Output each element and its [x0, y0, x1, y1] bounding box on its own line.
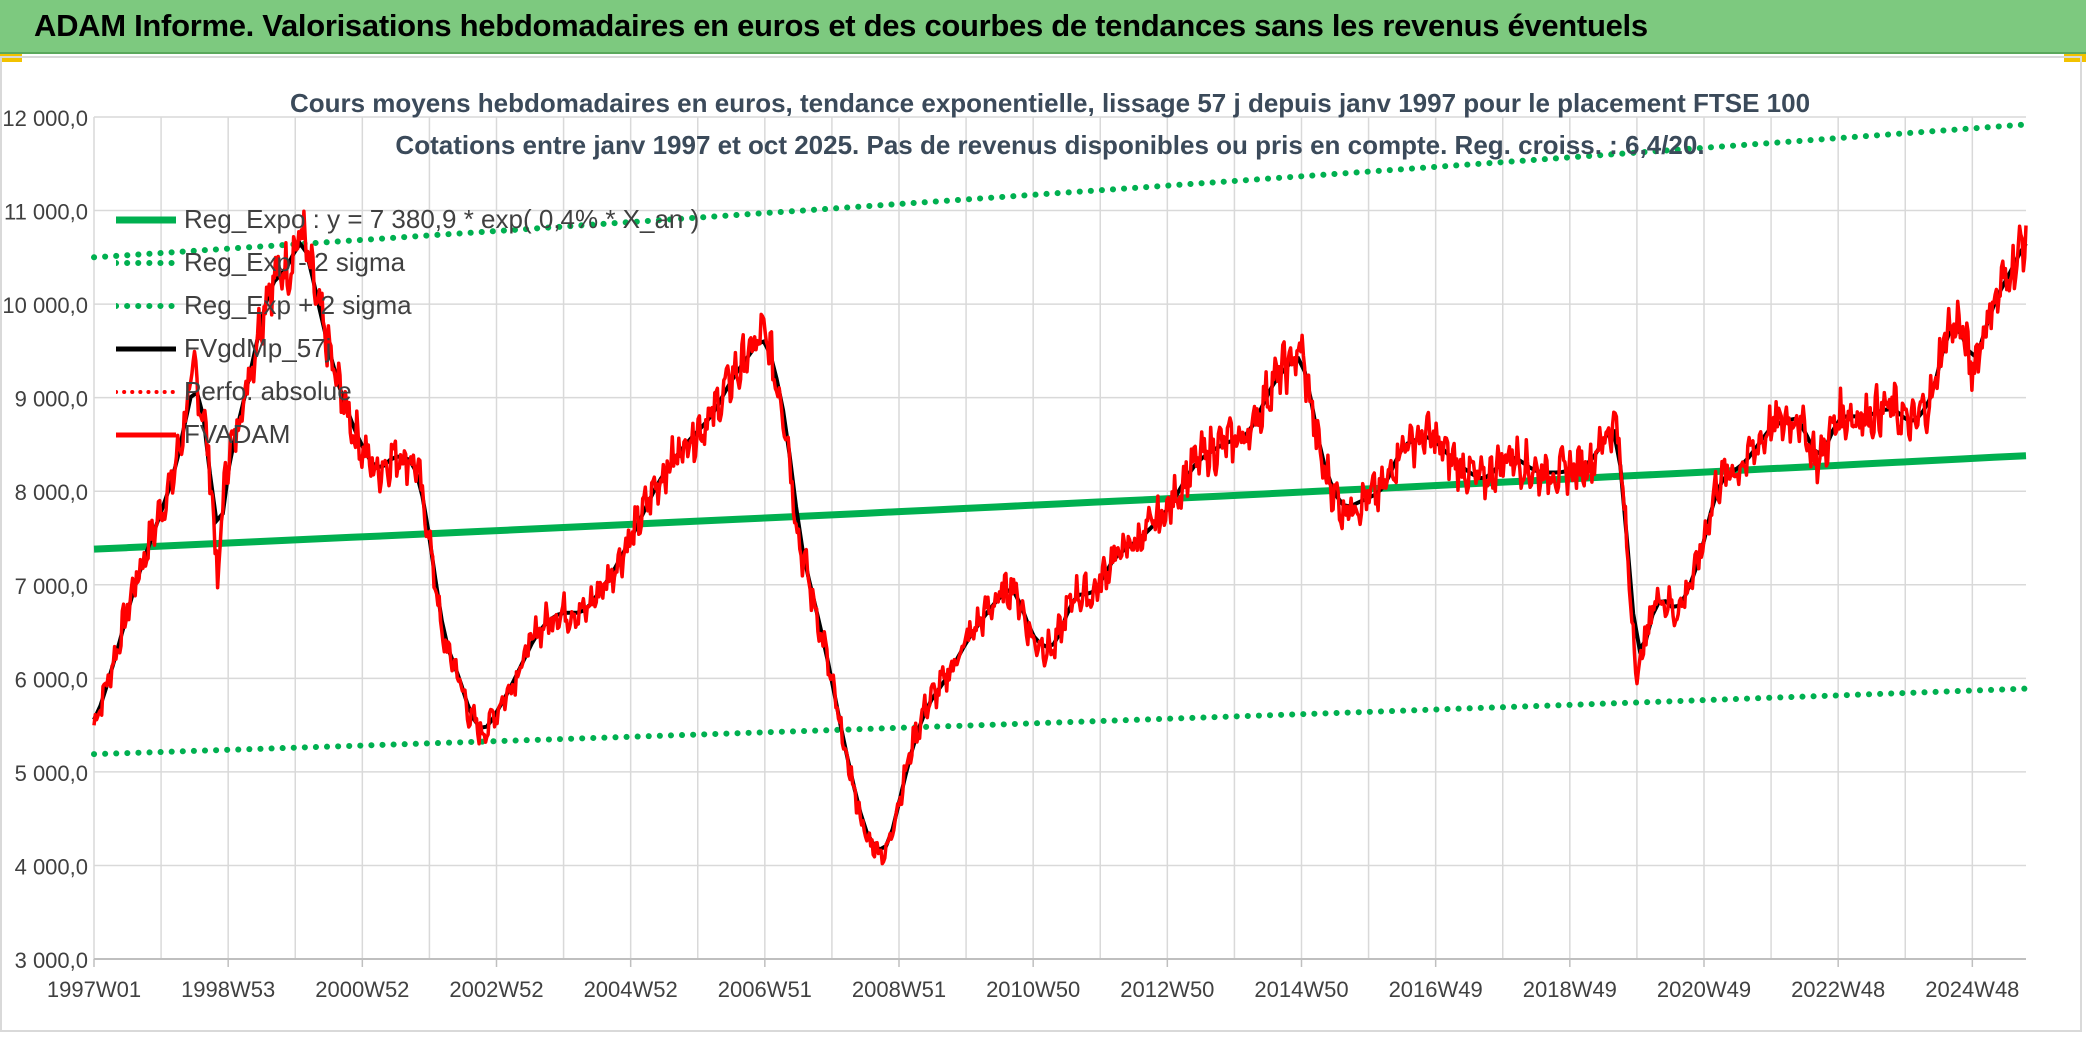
- x-tick-label: 2024W48: [1925, 977, 2019, 1002]
- title-banner: ADAM Informe. Valorisations hebdomadaire…: [0, 0, 2086, 54]
- x-tick-label: 2016W49: [1389, 977, 1483, 1002]
- x-tick-label: 2000W52: [315, 977, 409, 1002]
- y-tick-label: 4 000,0: [15, 854, 88, 879]
- legend-label-reg: Reg_Expo : y = 7 380,9 * exp( 0,4% * X_a…: [184, 204, 700, 234]
- y-tick-label: 5 000,0: [15, 761, 88, 786]
- x-tick-label: 1998W53: [181, 977, 275, 1002]
- x-tick-label: 2022W48: [1791, 977, 1885, 1002]
- corner-marker-right: [2064, 54, 2086, 62]
- legend-label-plus: Reg_Exp + 2 sigma: [184, 290, 412, 320]
- legend-label-perf: Perfo. absolue: [184, 376, 352, 406]
- x-tick-label: 2020W49: [1657, 977, 1751, 1002]
- series-line-minus-2-sigma: [91, 685, 2029, 758]
- x-tick-label: 2002W52: [449, 977, 543, 1002]
- legend-item-smooth: FVgdMp_57j: [116, 331, 676, 371]
- legend-swatch-smooth: [116, 346, 176, 352]
- page-title: ADAM Informe. Valorisations hebdomadaire…: [34, 8, 1648, 43]
- y-tick-label: 3 000,0: [15, 948, 88, 973]
- legend-item-price: FVADAM: [116, 417, 676, 457]
- legend-label-price: FVADAM: [184, 419, 291, 449]
- x-tick-label: 2012W50: [1120, 977, 1214, 1002]
- legend-item-reg: Reg_Expo : y = 7 380,9 * exp( 0,4% * X_a…: [116, 202, 699, 242]
- y-tick-label: 9 000,0: [15, 387, 88, 412]
- legend-swatch-minus: [116, 260, 176, 266]
- series-line-plus-2-sigma: [91, 121, 2029, 261]
- y-tick-label: 8 000,0: [15, 480, 88, 505]
- series-line-reg-expo: [93, 452, 2027, 553]
- legend-swatch-perf: [116, 390, 176, 394]
- legend-swatch-price: [116, 432, 176, 438]
- x-tick-label: 2018W49: [1523, 977, 1617, 1002]
- x-tick-label: 2014W50: [1254, 977, 1348, 1002]
- chart-title: Cours moyens hebdomadaires en euros, ten…: [289, 88, 1811, 118]
- x-tick-label: 2010W50: [986, 977, 1080, 1002]
- chart-subtitle: Cotations entre janv 1997 et oct 2025. P…: [395, 130, 1705, 160]
- x-tick-label: 1997W01: [47, 977, 141, 1002]
- legend-label-minus: Reg_Exp - 2 sigma: [184, 247, 406, 277]
- legend-item-minus: Reg_Exp - 2 sigma: [116, 245, 676, 285]
- corner-marker-left: [0, 54, 22, 62]
- x-tick-label: 2004W52: [584, 977, 678, 1002]
- legend-swatch-reg: [116, 216, 176, 224]
- legend-label-smooth: FVgdMp_57j: [184, 333, 332, 363]
- x-tick-label: 2008W51: [852, 977, 946, 1002]
- legend-item-perf: Perfo. absolue: [116, 374, 676, 414]
- y-tick-label: 10 000,0: [2, 293, 88, 318]
- legend-item-plus: Reg_Exp + 2 sigma: [116, 288, 676, 328]
- y-tick-label: 6 000,0: [15, 667, 88, 692]
- legend-swatch-plus: [116, 303, 176, 309]
- x-tick-label: 2006W51: [718, 977, 812, 1002]
- y-tick-label: 11 000,0: [4, 200, 88, 225]
- series-line-fvadam: [92, 209, 2028, 866]
- chart-frame: [0, 56, 2082, 1032]
- y-tick-label: 7 000,0: [15, 574, 88, 599]
- y-tick-label: 12 000,0: [2, 106, 88, 131]
